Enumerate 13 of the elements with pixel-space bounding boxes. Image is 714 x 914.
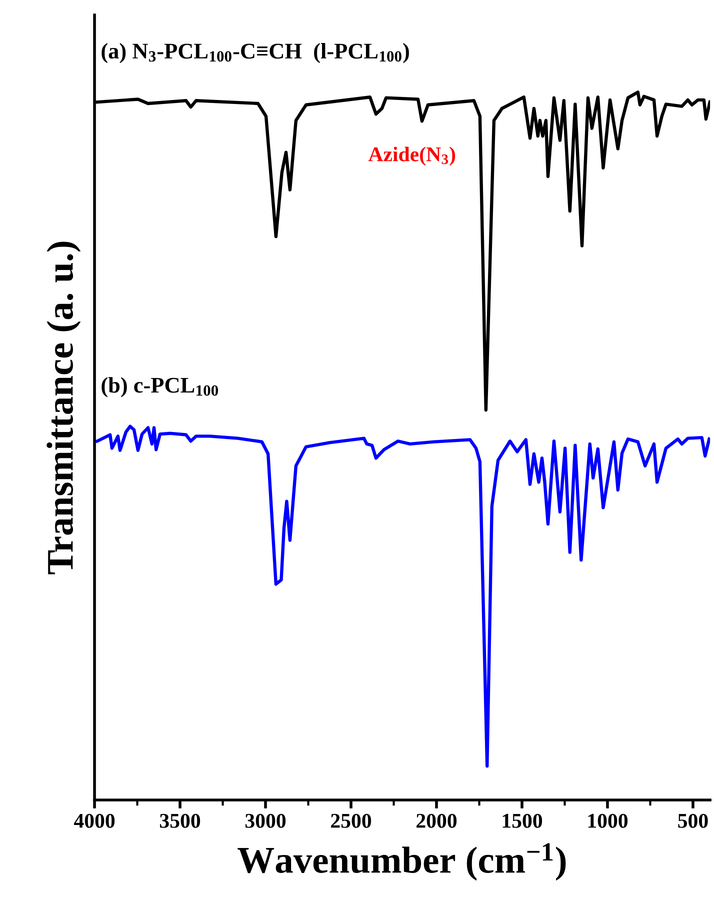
x-tick-label: 1000 xyxy=(588,814,628,828)
series-label: (b) c-PCL$_{100}$ xyxy=(102,377,218,398)
series-label: (a) N$_{3}$-PCL$_{100}$-C≡CH (l-PCL$_{100}$) xyxy=(102,42,409,64)
x-tick-label: 3500 xyxy=(160,814,200,828)
x-tick-label: 3000 xyxy=(245,814,286,828)
x-tick-label: 1500 xyxy=(502,814,542,828)
x-tick-label: 4000 xyxy=(74,814,115,828)
x-tick-label: 2000 xyxy=(416,814,457,828)
y-axis-title: Transmittance (a. u.) xyxy=(46,242,81,574)
x-tick-label: 500 xyxy=(678,814,708,828)
annotation: Azide(N$_{3}$) xyxy=(368,146,456,166)
x-tick-label: 2500 xyxy=(331,814,372,828)
x-axis-title: Wavenumber (cm$^{−1}$) xyxy=(238,843,566,881)
